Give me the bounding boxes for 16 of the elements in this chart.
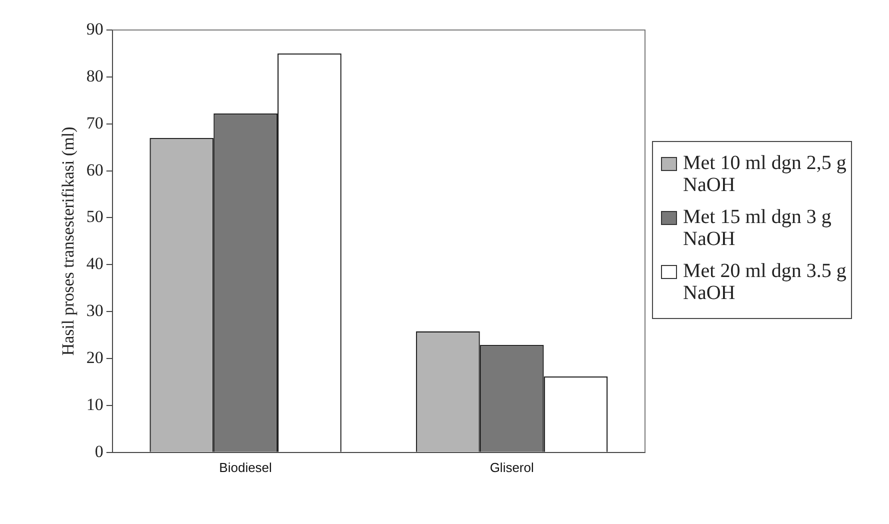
text: Met 20 ml dgn 3.5 g NaOH xyxy=(683,260,847,304)
y-tick-label: 40 xyxy=(86,254,104,274)
y-tick-label: 0 xyxy=(94,442,104,461)
x-tick-label: Biodiesel xyxy=(219,460,272,475)
y-tick-label: 30 xyxy=(86,301,104,320)
legend-label: Met 10 ml dgn 2,5 g NaOH xyxy=(683,152,847,196)
legend-label: Met 15 ml dgn 3 g NaOH xyxy=(683,206,832,250)
y-tick-label: 80 xyxy=(86,66,104,86)
y-tick-label: 70 xyxy=(86,113,104,132)
y-tick-label: 60 xyxy=(86,160,104,180)
y-tick-label: 90 xyxy=(86,19,104,38)
x-tick-label: Gliserol xyxy=(490,460,534,475)
y-tick-label: 20 xyxy=(86,348,104,367)
y-tick-label: 10 xyxy=(86,394,104,414)
y-tick-label: 50 xyxy=(86,207,104,226)
y-axis-title: Hasil proses transesterifikasi (ml) xyxy=(58,126,78,356)
